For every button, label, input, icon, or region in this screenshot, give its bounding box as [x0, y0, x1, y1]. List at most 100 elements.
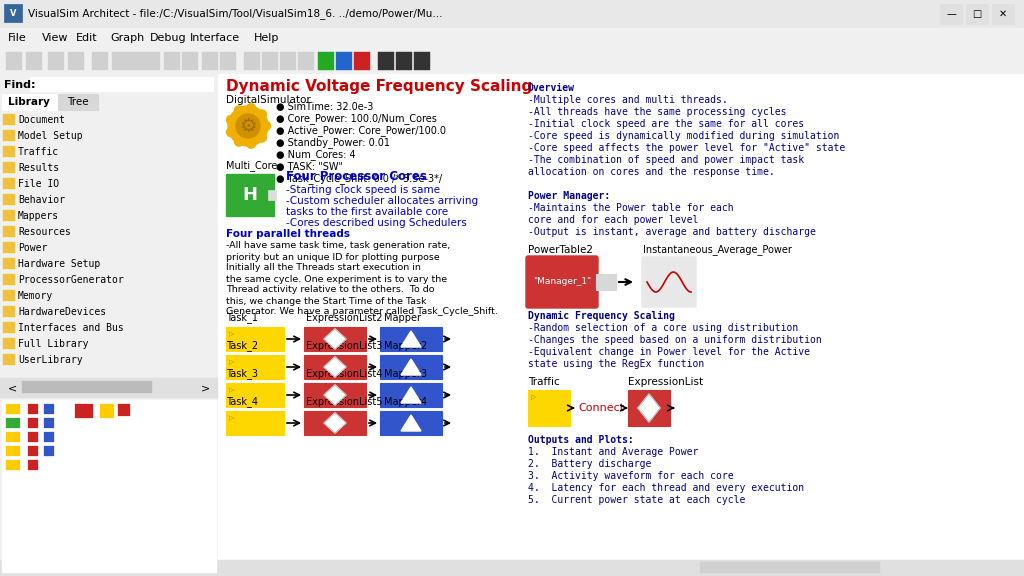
Bar	[280, 52, 296, 70]
Text: ▷: ▷	[531, 394, 537, 400]
Text: PowerTable2: PowerTable2	[528, 245, 593, 255]
Bar	[226, 411, 284, 435]
Circle shape	[257, 133, 266, 142]
Text: ● Task_Cycle_Shift: 0.0 /* 3.5e-3*/: ● Task_Cycle_Shift: 0.0 /* 3.5e-3*/	[276, 173, 442, 184]
Text: -Custom scheduler allocates arriving: -Custom scheduler allocates arriving	[286, 196, 478, 206]
Text: Full Library: Full Library	[18, 339, 88, 349]
Text: Instantaneous_Average_Power: Instantaneous_Average_Power	[643, 245, 792, 255]
Bar	[992, 4, 1014, 24]
Text: Traffic: Traffic	[528, 377, 560, 387]
Bar	[380, 355, 442, 379]
Bar	[22, 381, 152, 393]
Polygon shape	[324, 385, 346, 405]
Text: Edit: Edit	[76, 33, 97, 43]
Bar	[3, 242, 15, 253]
Circle shape	[228, 106, 268, 146]
Text: Graph: Graph	[110, 33, 144, 43]
Text: UserLibrary: UserLibrary	[18, 355, 83, 365]
Bar	[3, 354, 15, 365]
Bar	[3, 194, 15, 205]
Bar	[262, 52, 278, 70]
Bar	[3, 146, 15, 157]
Text: -Changes the speed based on a uniform distribution: -Changes the speed based on a uniform di…	[528, 335, 821, 345]
Text: -Random selection of a core using distribution: -Random selection of a core using distri…	[528, 323, 799, 333]
Text: core and for each power level: core and for each power level	[528, 215, 698, 225]
Text: □: □	[973, 9, 982, 19]
Bar	[304, 383, 366, 407]
Text: Multi_Core: Multi_Core	[226, 160, 278, 171]
Bar	[336, 52, 352, 70]
Text: ● TASK: "SW": ● TASK: "SW"	[276, 162, 343, 172]
Circle shape	[234, 137, 244, 146]
Text: ExpressionList: ExpressionList	[628, 377, 703, 387]
Text: Task_4: Task_4	[226, 396, 258, 407]
Bar	[28, 404, 38, 414]
Text: Task_1: Task_1	[226, 312, 258, 323]
Bar	[44, 418, 54, 428]
Text: ▷: ▷	[229, 387, 234, 393]
Bar	[6, 404, 20, 414]
Text: DigitalSimulator: DigitalSimulator	[226, 95, 310, 105]
Text: ⚙: ⚙	[240, 116, 257, 135]
Bar	[28, 418, 38, 428]
Text: 3.  Activity waveform for each core: 3. Activity waveform for each core	[528, 471, 733, 481]
Text: ● Num_Cores: 4: ● Num_Cores: 4	[276, 150, 355, 161]
Bar	[268, 190, 276, 200]
Bar	[6, 418, 20, 428]
Text: -Multiple cores and multi threads.: -Multiple cores and multi threads.	[528, 95, 728, 105]
Text: File IO: File IO	[18, 179, 59, 189]
Text: H: H	[243, 186, 257, 204]
Text: ▷: ▷	[229, 415, 234, 421]
Bar	[700, 562, 880, 573]
Text: -Initial clock speed are the same for all cores: -Initial clock speed are the same for al…	[528, 119, 804, 129]
Bar	[6, 446, 20, 456]
Text: Mappers: Mappers	[18, 211, 59, 221]
Circle shape	[226, 128, 236, 137]
Bar	[3, 338, 15, 349]
Bar	[226, 383, 284, 407]
Text: this, we change the Start Time of the Task: this, we change the Start Time of the Ta…	[226, 297, 427, 305]
Text: Results: Results	[18, 163, 59, 173]
Text: tasks to the first available core: tasks to the first available core	[286, 207, 449, 217]
Polygon shape	[324, 329, 346, 349]
Text: -Core speed affects the power level for "Active" state: -Core speed affects the power level for …	[528, 143, 845, 153]
Polygon shape	[638, 394, 660, 422]
Bar	[596, 274, 616, 290]
Bar	[44, 446, 54, 456]
Bar	[244, 52, 260, 70]
Text: -Output is instant, average and battery discharge: -Output is instant, average and battery …	[528, 227, 816, 237]
Bar	[0, 74, 1024, 576]
Text: Debug: Debug	[150, 33, 186, 43]
Bar	[3, 210, 15, 221]
Text: Mapper3: Mapper3	[384, 369, 427, 379]
Bar	[380, 327, 442, 351]
Bar	[75, 404, 93, 418]
Bar	[92, 52, 108, 70]
Text: Task_3: Task_3	[226, 368, 258, 379]
Text: File: File	[8, 33, 27, 43]
Circle shape	[226, 115, 236, 124]
Bar	[354, 52, 370, 70]
Text: Memory: Memory	[18, 291, 53, 301]
Bar	[0, 74, 218, 576]
Text: Mapper: Mapper	[384, 313, 421, 323]
Text: ✕: ✕	[999, 9, 1007, 19]
Text: ProcessorGenerator: ProcessorGenerator	[18, 275, 124, 285]
Bar	[528, 390, 570, 426]
Text: Four Processor Cores: Four Processor Cores	[286, 170, 427, 184]
Bar	[3, 322, 15, 333]
Bar	[6, 460, 20, 470]
Bar	[182, 52, 198, 70]
Text: ExpressionList4: ExpressionList4	[306, 369, 382, 379]
Text: >: >	[201, 383, 210, 393]
Bar	[0, 0, 1024, 28]
Text: ExpressionList2: ExpressionList2	[306, 313, 383, 323]
Text: the same cycle. One experiment is to vary the: the same cycle. One experiment is to var…	[226, 275, 447, 283]
Text: 4.  Latency for each thread and every execution: 4. Latency for each thread and every exe…	[528, 483, 804, 493]
Polygon shape	[401, 387, 421, 403]
Bar	[220, 52, 236, 70]
Text: Dynamic Frequency Scaling: Dynamic Frequency Scaling	[528, 311, 675, 321]
Bar	[0, 560, 1024, 576]
Text: ● Active_Power: Core_Power/100.0: ● Active_Power: Core_Power/100.0	[276, 126, 446, 137]
Text: allocation on cores and the response time.: allocation on cores and the response tim…	[528, 167, 775, 177]
